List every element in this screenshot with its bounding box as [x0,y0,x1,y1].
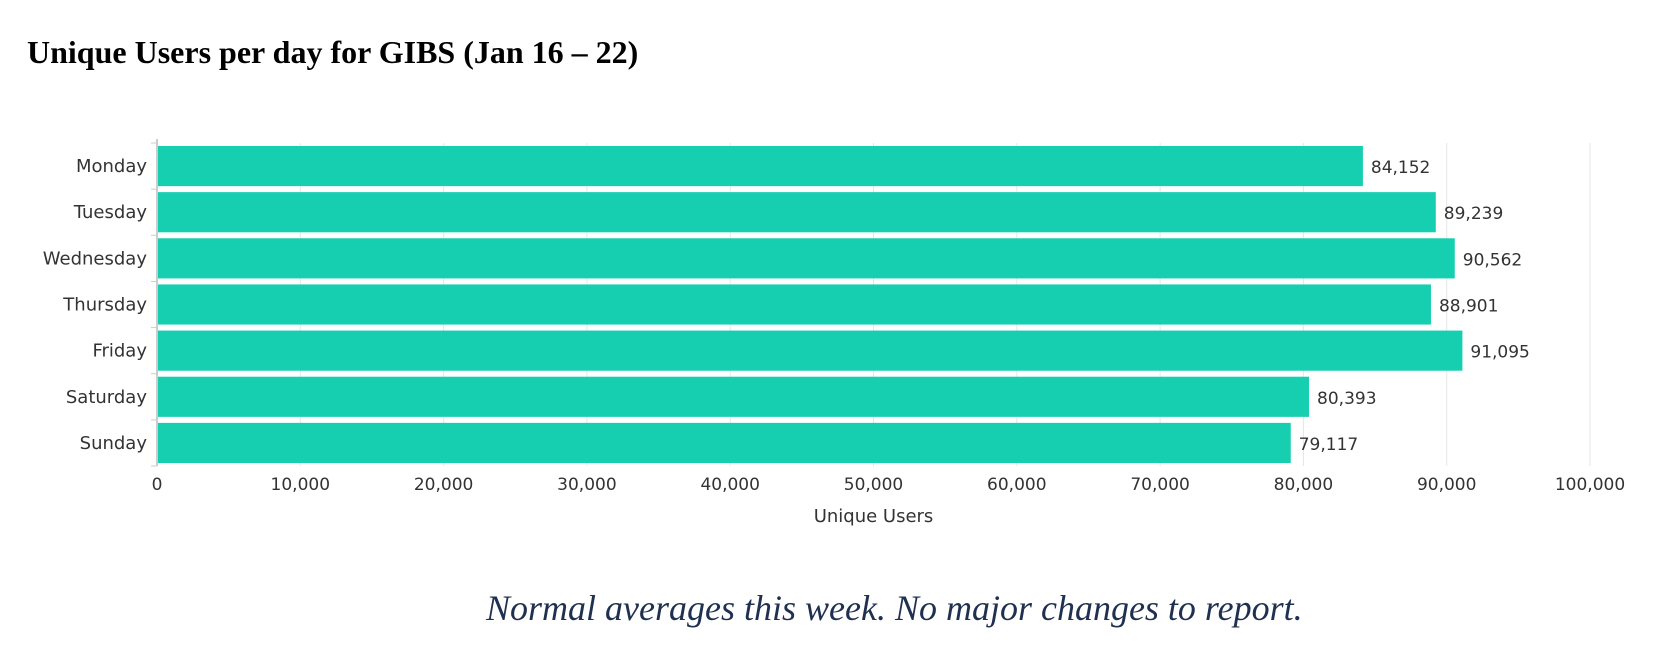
x-axis-title: Unique Users [814,506,934,527]
bar-chart: 84,152 89,239 90,562 88,901 91,095 80,393 79,1… [43,139,1626,527]
x-tick-label: 60,000 [987,475,1046,495]
value-label: 89,239 [1444,204,1503,224]
bar-thursday [157,284,1431,325]
category-label: Tuesday [73,202,148,223]
category-label: Monday [76,156,147,177]
category-label: Thursday [62,295,147,316]
bar-friday [157,330,1463,371]
x-tick-label: 80,000 [1274,475,1333,495]
bars: 84,152 89,239 90,562 88,901 91,095 80,393 79,1… [157,146,1530,463]
bar-saturday [157,376,1310,417]
x-tick-label: 100,000 [1555,475,1625,495]
x-tick-label: 0 [152,475,163,495]
category-label: Wednesday [43,248,148,269]
category-label: Saturday [66,387,147,408]
value-label: 80,393 [1317,389,1376,409]
value-label: 91,095 [1470,343,1529,363]
value-label: 79,117 [1299,435,1358,455]
x-tick-label: 10,000 [271,475,330,495]
x-tick-label: 90,000 [1417,475,1476,495]
bar-wednesday [157,238,1455,279]
summary-note: Normal averages this week. No major chan… [486,588,1303,628]
x-tick-label: 30,000 [557,475,616,495]
chart-title: Unique Users per day for GIBS (Jan 16 – … [27,34,639,70]
x-axis: 0 10,000 20,000 30,000 40,000 50,000 60,000 70,… [152,475,1626,495]
bar-sunday [157,422,1291,463]
value-label: 88,901 [1439,297,1498,317]
value-label: 84,152 [1371,158,1430,178]
bar-monday [157,146,1363,187]
x-tick-label: 50,000 [844,475,903,495]
y-axis: Monday Tuesday Wednesday Thursday Friday Satu… [43,139,158,467]
category-label: Friday [92,341,147,362]
bar-tuesday [157,192,1436,233]
x-tick-label: 40,000 [700,475,759,495]
x-tick-label: 70,000 [1130,475,1189,495]
category-label: Sunday [80,433,148,454]
value-label: 90,562 [1463,250,1522,270]
x-tick-label: 20,000 [414,475,473,495]
